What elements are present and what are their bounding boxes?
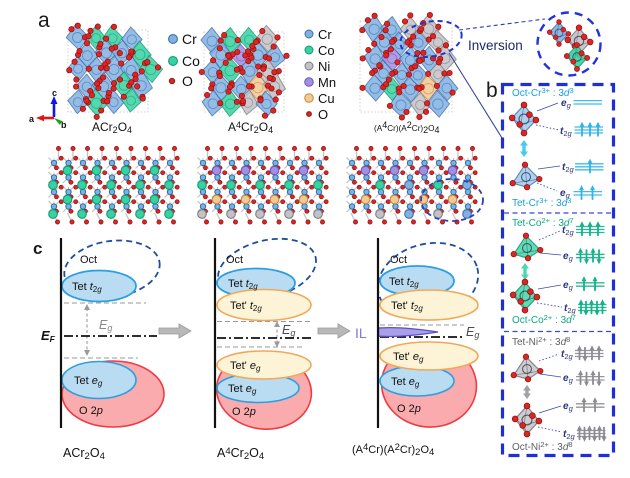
svg-text:Oct-Cr3+ : 3d3: Oct-Cr3+ : 3d3: [512, 86, 574, 99]
svg-text:Tet t2g: Tet t2g: [389, 276, 419, 289]
svg-text:Tet t2g: Tet t2g: [228, 278, 258, 291]
svg-text:A4Cr2O4: A4Cr2O4: [228, 120, 273, 135]
svg-text:t2g: t2g: [560, 126, 573, 138]
svg-text:Cr: Cr: [182, 31, 197, 47]
svg-text:Co: Co: [182, 53, 200, 69]
svg-text:t2g: t2g: [562, 162, 575, 174]
svg-text:a: a: [38, 9, 50, 32]
svg-text:Oct: Oct: [80, 254, 97, 266]
svg-text:t2g: t2g: [563, 429, 576, 441]
svg-text:Tet' eg: Tet' eg: [230, 360, 261, 373]
svg-text:A4Cr2O4: A4Cr2O4: [217, 446, 264, 462]
svg-text:Eg: Eg: [466, 325, 479, 340]
svg-text:ACr2O4: ACr2O4: [92, 120, 132, 135]
svg-text:b: b: [486, 79, 498, 102]
svg-text:Oct-Co2+ : 3d7: Oct-Co2+ : 3d7: [512, 313, 576, 326]
svg-text:eg: eg: [563, 280, 574, 292]
svg-text:Eg: Eg: [282, 323, 295, 338]
svg-text:O: O: [182, 73, 193, 89]
svg-text:Tet-Cr3+ : 3d3: Tet-Cr3+ : 3d3: [512, 196, 571, 209]
svg-text:Ni: Ni: [318, 59, 330, 74]
svg-text:Co: Co: [318, 43, 335, 58]
svg-text:t2g: t2g: [562, 225, 575, 237]
svg-text:Oct: Oct: [226, 254, 243, 266]
svg-text:Tet eg: Tet eg: [74, 375, 103, 388]
svg-text:t2g: t2g: [564, 303, 577, 315]
svg-text:t2g: t2g: [561, 349, 574, 361]
svg-text:a: a: [29, 114, 35, 124]
svg-text:Tet' t2g: Tet' t2g: [230, 300, 262, 313]
svg-text:Eg: Eg: [99, 318, 112, 333]
svg-text:O 2p: O 2p: [79, 405, 103, 417]
svg-text:Cu: Cu: [318, 91, 335, 106]
svg-text:(A4Cr)(A2Cr)2O4: (A4Cr)(A2Cr)2O4: [352, 442, 434, 458]
svg-text:IL: IL: [355, 325, 367, 341]
svg-text:EF: EF: [41, 328, 56, 344]
svg-text:O 2p: O 2p: [397, 403, 421, 415]
svg-text:eg: eg: [561, 98, 572, 110]
svg-text:eg: eg: [563, 401, 574, 413]
svg-text:O: O: [318, 107, 328, 122]
svg-text:O 2p: O 2p: [232, 406, 256, 418]
svg-text:Tet' eg: Tet' eg: [393, 351, 424, 364]
svg-text:eg: eg: [560, 188, 571, 200]
svg-text:Oct-Ni2+ : 3d8: Oct-Ni2+ : 3d8: [512, 440, 573, 453]
svg-text:eg: eg: [563, 373, 574, 385]
svg-text:c: c: [33, 239, 42, 258]
svg-text:Tet' t2g: Tet' t2g: [391, 300, 423, 313]
svg-text:Oct: Oct: [390, 254, 407, 266]
svg-text:c: c: [52, 88, 57, 98]
svg-text:Tet-Co2+ : 3d7: Tet-Co2+ : 3d7: [512, 216, 574, 229]
svg-text:Tet-Ni2+ : 3d8: Tet-Ni2+ : 3d8: [512, 335, 570, 348]
svg-text:b: b: [61, 120, 67, 130]
svg-text:Tet t2g: Tet t2g: [72, 281, 102, 294]
svg-text:eg: eg: [563, 251, 574, 263]
svg-text:Inversion: Inversion: [468, 38, 523, 53]
svg-text:Cr: Cr: [318, 27, 332, 42]
svg-text:Mn: Mn: [318, 75, 336, 90]
svg-text:Tet eg: Tet eg: [391, 376, 420, 389]
svg-text:Tet eg: Tet eg: [228, 383, 257, 396]
svg-text:ACr2O4: ACr2O4: [63, 446, 105, 462]
